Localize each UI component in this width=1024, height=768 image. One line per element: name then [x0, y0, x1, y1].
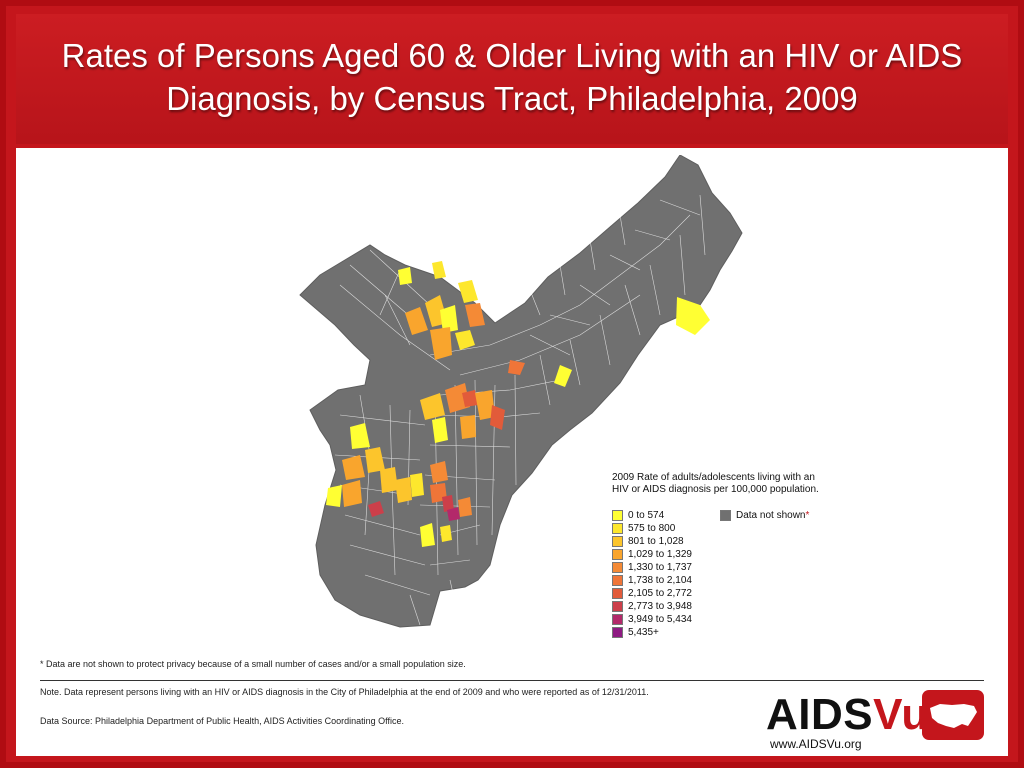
colored-tracts	[326, 261, 710, 547]
tract-yellow	[458, 280, 478, 303]
tract-yellow	[398, 267, 412, 285]
legend-swatch	[612, 627, 623, 638]
logo-text-vu: Vu	[873, 690, 929, 739]
tract-yellow	[440, 525, 452, 542]
tract-yellow	[676, 297, 710, 335]
us-map-icon-graphic	[930, 704, 977, 728]
tract-yellow	[350, 423, 370, 449]
tract-orange	[430, 461, 448, 483]
legend-item: 1,330 to 1,737	[612, 562, 692, 575]
legend-swatch	[612, 549, 623, 560]
legend-label: 3,949 to 5,434	[628, 614, 692, 626]
tract-red	[462, 390, 478, 407]
tract-purple	[447, 507, 460, 521]
tract-red	[490, 405, 505, 430]
tract-yellow	[432, 261, 446, 279]
tract-orange	[445, 383, 470, 413]
tract-yellow	[410, 473, 424, 497]
tract-orange	[405, 307, 428, 335]
philadelphia-tract-map	[299, 155, 743, 628]
tract-orange	[465, 303, 485, 327]
tract-orange	[460, 415, 476, 439]
legend-label: 2,773 to 3,948	[628, 601, 692, 613]
data-source: Data Source: Philadelphia Department of …	[40, 716, 405, 726]
legend-label: 1,330 to 1,737	[628, 562, 692, 574]
legend-item: 1,029 to 1,329	[612, 549, 692, 562]
legend-swatch	[612, 523, 623, 534]
legend-swatch-not-shown	[720, 510, 731, 521]
tract-orange	[365, 447, 385, 473]
tract-yellow	[455, 330, 475, 350]
legend-swatch	[612, 510, 623, 521]
slide-title: Rates of Persons Aged 60 & Older Living …	[61, 37, 963, 117]
legend-item: 801 to 1,028	[612, 536, 684, 549]
legend-item: 1,738 to 2,104	[612, 575, 692, 588]
legend-item-not-shown: Data not shown*	[720, 510, 809, 523]
legend-label: 2,105 to 2,772	[628, 588, 692, 600]
tract-orange	[508, 360, 525, 375]
legend-swatch	[612, 614, 623, 625]
legend-label: 575 to 800	[628, 523, 676, 535]
tract-orange	[458, 497, 472, 517]
us-map-icon	[922, 690, 984, 740]
legend-title: 2009 Rate of adults/adolescents living w…	[612, 472, 872, 496]
legend-swatch	[612, 536, 623, 547]
legend-asterisk: *	[805, 510, 810, 522]
divider	[40, 680, 984, 681]
tract-boundaries	[334, 194, 706, 626]
tract-orange	[380, 467, 398, 493]
legend-label: 1,738 to 2,104	[628, 575, 692, 587]
legend-swatch	[612, 588, 623, 599]
tract-yellow	[554, 365, 572, 387]
legend-item: 0 to 574	[612, 510, 664, 523]
tract-red	[368, 501, 384, 517]
legend-item: 2,105 to 2,772	[612, 588, 692, 601]
legend-label: 1,029 to 1,329	[628, 549, 692, 561]
legend-label: 5,435+	[628, 627, 659, 639]
legend-item: 3,949 to 5,434	[612, 614, 692, 627]
tract-orange	[395, 477, 412, 503]
legend-swatch	[612, 575, 623, 586]
privacy-footnote: * Data are not shown to protect privacy …	[40, 659, 466, 669]
tract-yellow	[432, 417, 448, 443]
legend-item: 2,773 to 3,948	[612, 601, 692, 614]
legend-label-not-shown: Data not shown	[736, 510, 806, 522]
logo-text-aids: AIDS	[766, 690, 874, 739]
legend-label: 801 to 1,028	[628, 536, 684, 548]
legend-label: 0 to 574	[628, 510, 665, 522]
map-legend: 2009 Rate of adults/adolescents living w…	[612, 472, 872, 638]
legend-title-line1: 2009 Rate of adults/adolescents living w…	[612, 472, 815, 483]
legend-item: 5,435+	[612, 627, 659, 640]
legend-swatch	[612, 601, 623, 612]
tract-orange	[342, 455, 365, 480]
tract-yellow	[420, 523, 435, 547]
title-band	[16, 14, 1008, 144]
legend-title-line2: HIV or AIDS diagnosis per 100,000 popula…	[612, 484, 819, 495]
legend-swatch	[612, 562, 623, 573]
tract-orange	[342, 480, 362, 507]
tract-orange	[475, 390, 495, 420]
legend-item: 575 to 800	[612, 523, 675, 536]
aidsvu-logo: AIDSVu	[766, 690, 929, 740]
tract-yellow	[440, 305, 458, 333]
note-text: Note. Data represent persons living with…	[40, 687, 649, 697]
tract-red	[442, 495, 454, 512]
aidsvu-url[interactable]: www.AIDSVu.org	[770, 737, 862, 751]
tract-yellow	[326, 485, 342, 507]
tract-orange	[420, 393, 445, 420]
tract-orange	[430, 327, 452, 360]
